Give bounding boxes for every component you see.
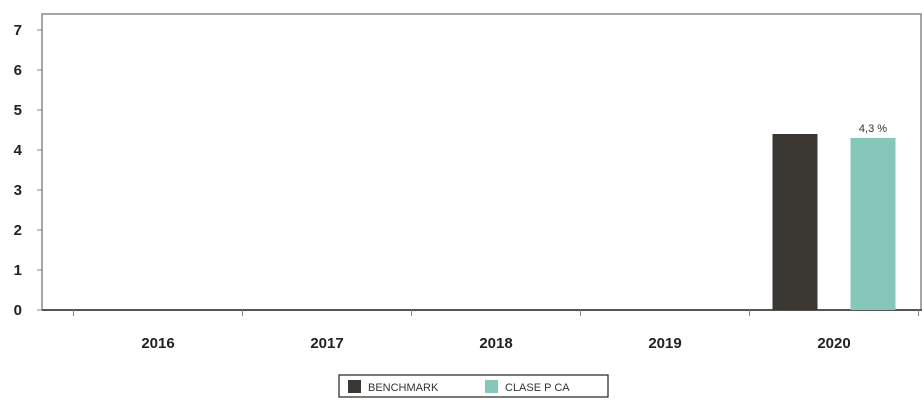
data-label: 4,3 % — [859, 123, 887, 135]
y-tick-label: 7 — [14, 22, 22, 39]
y-tick-label: 0 — [14, 302, 22, 319]
legend-box — [338, 374, 609, 398]
data-labels: 4,3 % — [859, 123, 887, 135]
legend-swatch[interactable] — [348, 380, 361, 393]
x-tick-label: 2016 — [141, 335, 174, 352]
x-tick-label: 2020 — [817, 335, 850, 352]
bars — [772, 134, 896, 310]
legend-swatch[interactable] — [485, 380, 498, 393]
x-tick-label: 2017 — [310, 335, 343, 352]
y-tick-label: 2 — [14, 222, 22, 239]
legend-label[interactable]: BENCHMARK — [368, 382, 439, 394]
x-tick-label: 2019 — [648, 335, 681, 352]
y-tick-label: 3 — [14, 182, 22, 199]
y-tick-label: 5 — [14, 102, 22, 119]
y-tick-label: 4 — [14, 142, 23, 159]
y-tick-label: 6 — [14, 62, 22, 79]
bar-clase-p-ca-2020[interactable] — [850, 138, 896, 310]
y-tick-label: 1 — [14, 262, 22, 279]
legend[interactable]: BENCHMARK CLASE P CA — [338, 374, 609, 398]
legend-label[interactable]: CLASE P CA — [505, 382, 570, 394]
x-tick-label: 2018 — [479, 335, 512, 352]
bar-benchmark-2020[interactable] — [772, 134, 818, 310]
